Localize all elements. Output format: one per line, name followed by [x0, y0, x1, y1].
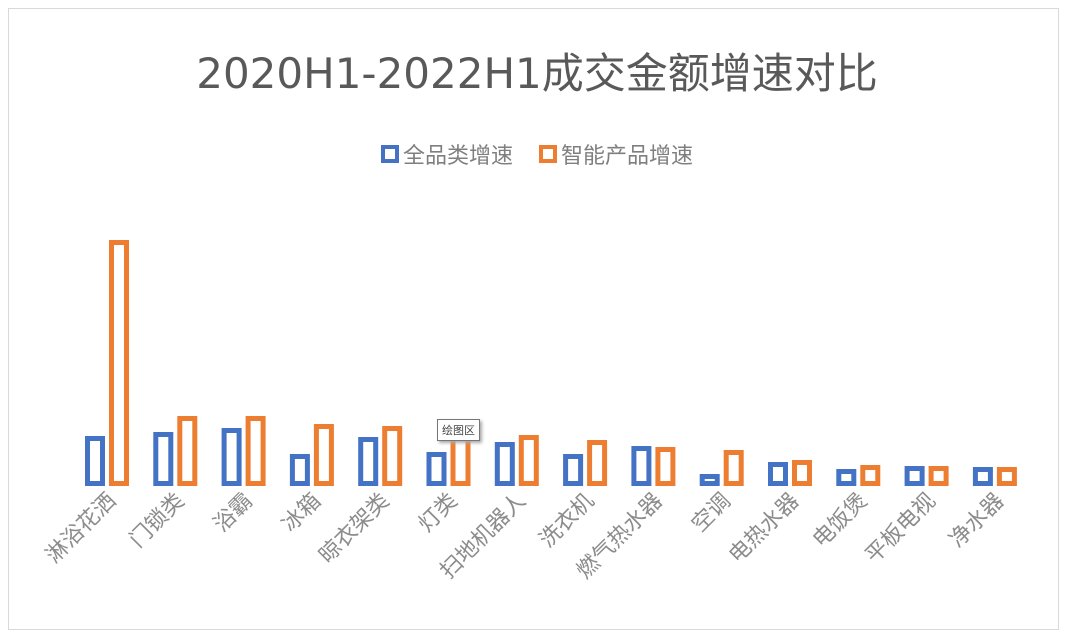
x-tick-label: 门锁类: [125, 489, 189, 553]
x-tick-label: 冰箱: [277, 489, 326, 538]
bar-all-11[interactable]: [836, 469, 857, 486]
bar-all-6[interactable]: [494, 442, 515, 486]
x-tick-label: 浴霸: [209, 489, 258, 538]
x-tick-label: 灯类: [414, 489, 463, 538]
bar-smart-6[interactable]: [518, 435, 539, 486]
bar-all-3[interactable]: [289, 454, 310, 486]
bar-all-9[interactable]: [699, 474, 720, 486]
x-tick-label: 电热水器: [724, 489, 804, 569]
bar-smart-3[interactable]: [313, 424, 334, 486]
x-tick-label: 晾衣架类: [315, 489, 395, 569]
bar-all-4[interactable]: [358, 437, 379, 486]
bar-smart-8[interactable]: [655, 447, 676, 486]
bar-all-5[interactable]: [426, 452, 447, 486]
bar-smart-2[interactable]: [245, 416, 266, 486]
legend: 全品类增速 智能产品增速: [0, 138, 1074, 170]
bar-all-7[interactable]: [563, 454, 584, 486]
bar-smart-1[interactable]: [177, 416, 198, 486]
bar-smart-11[interactable]: [860, 465, 881, 486]
bar-all-13[interactable]: [972, 467, 993, 486]
x-tick-label: 洗衣机: [535, 489, 599, 553]
x-tick-label: 空调: [687, 489, 736, 538]
bar-smart-10[interactable]: [792, 460, 812, 486]
legend-swatch-orange: [539, 145, 557, 163]
bar-smart-4[interactable]: [382, 426, 403, 486]
bar-all-10[interactable]: [768, 462, 788, 486]
legend-item-smart: 智能产品增速: [539, 138, 693, 170]
bar-smart-0[interactable]: [109, 240, 129, 486]
bar-all-12[interactable]: [904, 466, 925, 486]
x-tick-label: 电饭煲: [808, 489, 872, 553]
bar-all-1[interactable]: [153, 432, 174, 486]
plot-area-tooltip: 绘图区: [437, 419, 480, 441]
bar-smart-13[interactable]: [996, 467, 1017, 486]
bar-all-0[interactable]: [85, 436, 105, 486]
bar-smart-5[interactable]: [450, 433, 471, 486]
legend-label: 全品类增速: [402, 144, 513, 169]
bar-all-2[interactable]: [221, 428, 242, 486]
bar-smart-9[interactable]: [723, 450, 744, 486]
legend-label: 智能产品增速: [561, 144, 694, 169]
x-tick-label: 净水器: [945, 489, 1009, 553]
legend-item-all: 全品类增速: [380, 138, 513, 170]
chart-title: 2020H1-2022H1成交金额增速对比: [196, 49, 878, 98]
bar-all-8[interactable]: [631, 446, 652, 486]
bar-smart-12[interactable]: [928, 466, 949, 486]
x-tick-label: 平板电视: [861, 489, 941, 569]
legend-swatch-blue: [380, 145, 399, 163]
x-tick-label: 淋浴花洒: [41, 489, 121, 569]
chart-area: [8, 8, 1059, 630]
bar-smart-7[interactable]: [587, 440, 608, 486]
